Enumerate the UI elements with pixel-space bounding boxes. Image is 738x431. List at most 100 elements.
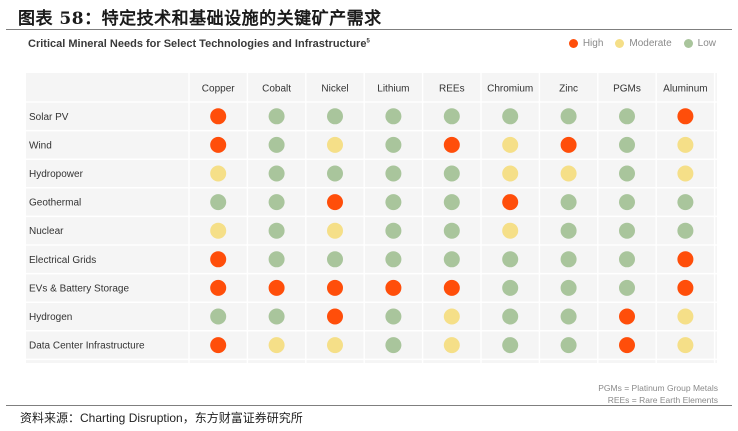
need-level-dot	[502, 251, 519, 268]
need-level-dot	[210, 337, 227, 354]
need-level-dot	[502, 337, 519, 354]
row-label: Wind	[29, 140, 52, 151]
column-header: Cobalt	[262, 84, 291, 95]
need-level-dot	[210, 251, 227, 268]
need-level-dot	[385, 108, 402, 125]
need-level-dot	[560, 308, 577, 325]
need-level-dot	[619, 165, 635, 182]
need-level-dot	[502, 279, 519, 296]
column-header: Chromium	[487, 84, 533, 95]
legend-dot-low	[683, 39, 693, 48]
legend-item-low: Low	[683, 38, 716, 49]
figure-title: 图表 58：特定技术和基础设施的关键矿产需求	[18, 9, 382, 29]
need-level-dot	[327, 337, 343, 354]
need-level-dot	[385, 165, 402, 182]
matrix-panel: Copper Cobalt Nickel Lithium REEs Chromium Zin…	[26, 73, 717, 363]
need-level-dot	[560, 136, 577, 153]
legend-item-high: High	[568, 38, 604, 49]
column-header: PGMs	[613, 84, 641, 95]
need-level-dot	[502, 222, 519, 239]
legend-dot-moderate	[615, 39, 625, 48]
need-level-dot	[210, 136, 227, 153]
need-level-dot	[677, 165, 694, 182]
need-level-dot	[385, 136, 402, 153]
row-label: EVs & Battery Storage	[29, 283, 129, 294]
legend: High Moderate Low	[557, 38, 716, 49]
legend-label-high: High	[582, 38, 604, 49]
need-level-dot	[560, 222, 577, 239]
column-header: REEs	[439, 84, 465, 95]
need-level-dot	[327, 165, 343, 182]
need-level-dot	[677, 194, 694, 211]
need-level-dot	[443, 222, 460, 239]
legend-dot-high	[568, 39, 578, 48]
top-divider	[6, 29, 732, 30]
note-rees: REEs = Rare Earth Elements	[607, 395, 718, 405]
need-level-dot	[327, 279, 343, 296]
need-level-dot	[677, 108, 694, 125]
need-level-dot	[443, 165, 460, 182]
need-level-dot	[385, 251, 402, 268]
need-level-dot	[268, 194, 285, 211]
need-level-dot	[385, 222, 402, 239]
legend-label-moderate: Moderate	[629, 38, 672, 49]
column-header: Zinc	[559, 84, 578, 95]
need-level-dot	[619, 108, 635, 125]
legend-label-low: Low	[697, 38, 716, 49]
need-level-dot	[619, 337, 635, 354]
need-level-dot	[210, 279, 227, 296]
need-level-dot	[210, 222, 227, 239]
need-level-dot	[560, 165, 577, 182]
need-level-dot	[619, 308, 635, 325]
need-level-dot	[385, 194, 402, 211]
need-level-dot	[443, 194, 460, 211]
need-level-dot	[443, 279, 460, 296]
chart-title-text: Critical Mineral Needs for Select Techno…	[28, 38, 367, 50]
need-level-dot	[327, 108, 343, 125]
column-header: Nickel	[321, 84, 348, 95]
row-label: Solar PV	[29, 112, 69, 123]
need-level-dot	[619, 222, 635, 239]
need-level-dot	[327, 308, 343, 325]
row-label: Nuclear	[29, 226, 64, 237]
need-level-dot	[268, 279, 285, 296]
column-header: Copper	[202, 84, 235, 95]
need-level-dot	[677, 251, 694, 268]
column-header: Lithium	[377, 84, 409, 95]
row-label: Geothermal	[29, 198, 81, 209]
need-level-dot	[443, 308, 460, 325]
need-level-dot	[677, 308, 694, 325]
need-level-dot	[502, 308, 519, 325]
need-level-dot	[268, 108, 285, 125]
need-level-dot	[210, 108, 227, 125]
need-level-dot	[210, 194, 227, 211]
need-level-dot	[677, 337, 694, 354]
need-level-dot	[560, 337, 577, 354]
row-label: Electrical Grids	[29, 255, 96, 266]
need-level-dot	[268, 308, 285, 325]
need-level-dot	[443, 251, 460, 268]
bottom-divider	[6, 405, 732, 406]
need-level-dot	[385, 279, 402, 296]
need-level-dot	[502, 194, 519, 211]
legend-item-moderate: Moderate	[615, 38, 672, 49]
need-level-dot	[619, 136, 635, 153]
need-level-dot	[268, 165, 285, 182]
need-level-dot	[327, 222, 343, 239]
need-level-dot	[443, 337, 460, 354]
need-level-dot	[268, 136, 285, 153]
need-level-dot	[502, 108, 519, 125]
need-level-dot	[619, 251, 635, 268]
need-level-dot	[327, 136, 343, 153]
need-level-dot	[677, 136, 694, 153]
need-level-dot	[210, 165, 227, 182]
need-level-dot	[443, 136, 460, 153]
row-label: Hydropower	[29, 169, 84, 180]
need-level-dot	[560, 108, 577, 125]
note-pgms: PGMs = Platinum Group Metals	[598, 383, 718, 393]
need-level-dot	[385, 308, 402, 325]
need-level-dot	[268, 251, 285, 268]
need-level-dot	[502, 165, 519, 182]
need-level-dot	[385, 337, 402, 354]
chart-title: Critical Mineral Needs for Select Techno…	[28, 38, 370, 50]
